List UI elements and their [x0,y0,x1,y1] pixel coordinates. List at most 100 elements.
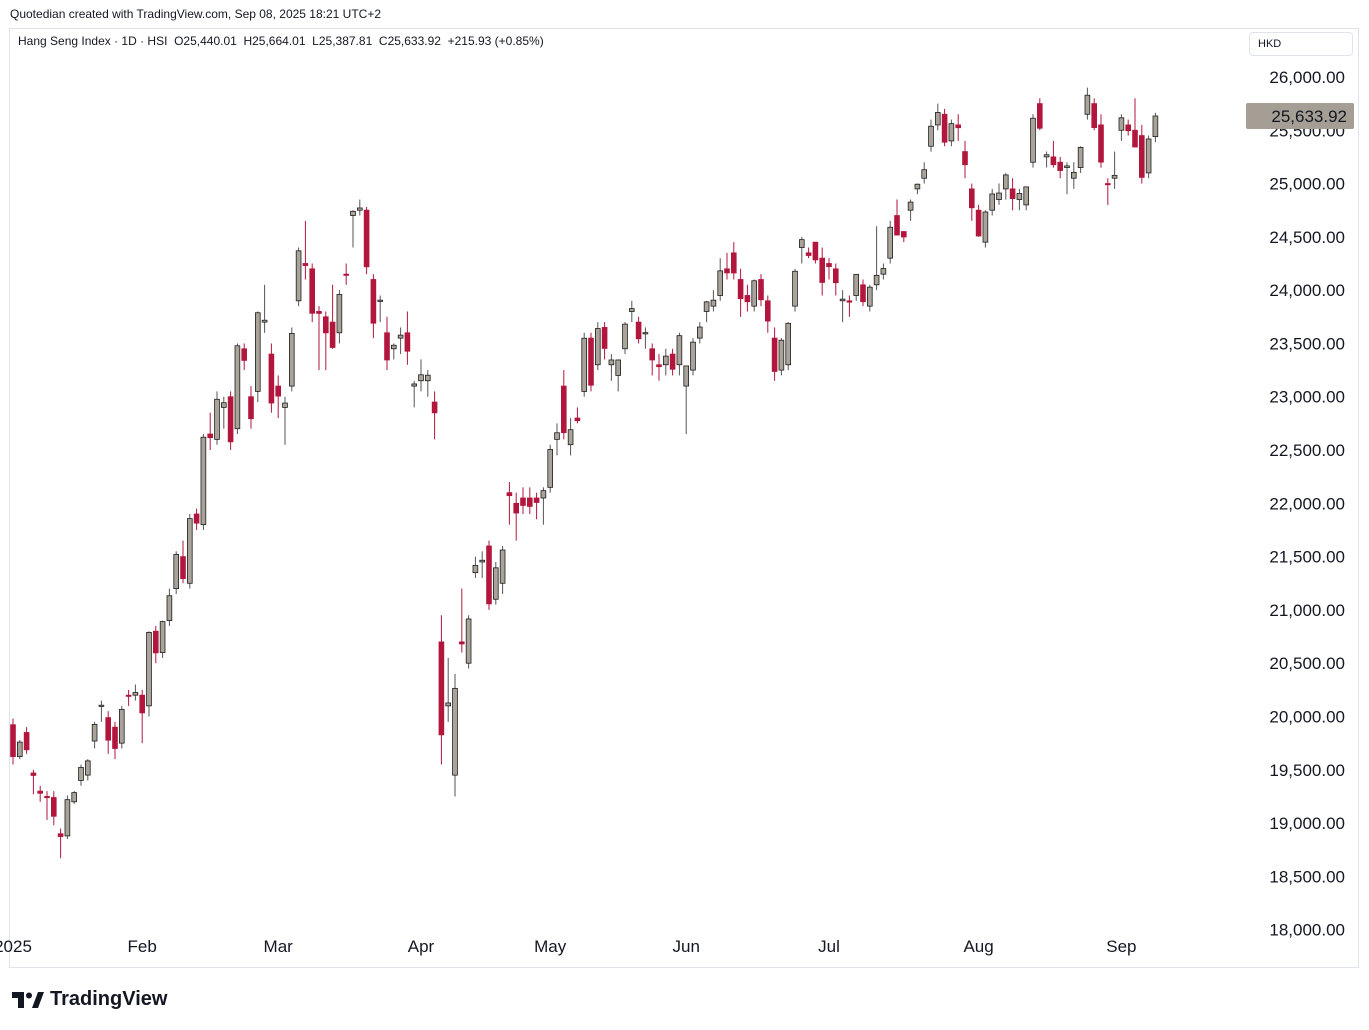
candle-2025-01-09 [44,791,50,820]
candle-body [275,385,281,397]
candle-2025-07-24 [935,103,941,131]
candle-body [1139,135,1145,178]
candle-body [1030,117,1036,163]
candle-body [615,359,621,376]
candle-body [717,270,723,296]
candle-body [1009,188,1016,199]
candle-2025-02-13 [193,508,200,530]
candle-2025-03-06 [295,247,302,307]
candles-layer [10,87,1159,859]
candle-body [295,250,302,302]
candle-2025-01-22 [105,711,112,754]
candle-body [418,374,424,382]
candle-body [520,497,526,506]
candle-body [588,337,594,386]
candle-body [1037,103,1043,129]
candle-2025-03-20 [363,207,370,275]
candle-2025-08-14 [1037,98,1043,131]
price-axis: 18,000.00 18,500.00 19,000.00 19,500.00 20,0… [1269,68,1345,940]
candle-2025-03-24 [377,295,383,323]
candle-body [71,792,78,803]
y-tick-label: 20,500.00 [1269,654,1345,673]
candle-body [16,741,23,757]
candle-2025-07-14 [880,263,887,280]
candle-2025-04-22 [499,545,506,594]
candle-2025-06-26 [805,247,812,259]
candle-body [445,702,451,707]
candle-body [765,300,771,322]
candle-body [1057,161,1064,171]
candle-body [969,188,975,209]
candle-body [1023,186,1029,206]
candle-body [581,337,587,392]
candle-body [119,709,125,744]
candle-2025-01-10 [51,791,57,826]
y-tick-label: 19,500.00 [1269,761,1345,780]
candle-2025-08-19 [1057,156,1064,179]
candle-body [744,295,751,303]
candle-2025-07-30 [962,140,968,179]
candle-2025-06-12 [744,284,751,312]
candle-2025-05-07 [567,418,574,456]
candle-2025-07-02 [826,258,832,280]
candle-2025-09-08 [1152,112,1159,143]
candle-body [826,263,832,267]
candle-body [506,492,513,497]
candle-body [78,767,84,781]
currency-selector[interactable]: HKD [1249,32,1353,56]
candle-2025-02-18 [214,391,220,445]
candle-2025-08-13 [1030,114,1036,168]
candle-2025-06-24 [792,268,798,312]
candle-body [411,383,417,387]
candle-body [982,211,989,243]
candle-2025-02-26 [254,311,261,403]
candle-body [901,231,907,238]
candle-2025-03-31 [411,380,417,408]
candle-2025-01-02 [10,718,16,765]
candle-2025-03-04 [282,396,288,445]
candle-body [1152,115,1159,138]
candle-body [1064,165,1070,168]
candle-2025-04-10 [458,588,465,653]
candle-2025-03-25 [384,316,390,371]
candle-body [1043,154,1050,158]
candle-2025-07-07 [846,295,853,317]
candle-body [44,796,50,799]
last-price-marker: 25,633.92 [1246,102,1354,129]
candle-2025-01-27 [125,689,132,706]
candle-body [166,595,173,621]
candle-2025-08-04 [982,210,989,248]
candle-2025-05-16 [615,359,621,392]
y-tick-label: 18,000.00 [1269,921,1345,940]
candle-body [554,432,560,440]
candle-2025-05-29 [676,332,683,376]
candle-2025-08-25 [1084,87,1091,120]
candle-body [452,687,458,776]
candle-2025-01-20 [91,721,98,749]
candle-body [833,268,839,284]
candle-2025-07-09 [860,279,866,307]
candle-body [989,193,995,211]
candle-2025-03-03 [275,375,281,419]
candle-body [193,513,200,524]
candle-body [839,298,846,302]
candle-body [731,252,737,274]
candle-body [254,312,261,392]
candle-2025-06-23 [785,322,791,371]
candle-body [336,294,343,334]
candle-body [737,279,744,300]
candle-2025-09-01 [1118,114,1125,141]
candle-2025-02-11 [180,540,186,584]
brand-name: TradingView [50,988,168,1010]
last-price-label: 25,633.92 [1271,107,1347,126]
candle-body [180,556,186,579]
candle-2025-03-17 [343,263,349,285]
x-tick-label: Apr [408,937,435,956]
y-tick-label: 18,500.00 [1269,867,1345,886]
candle-body [370,279,377,324]
tradingview-logo[interactable]: TradingView [12,988,167,1011]
candle-body [697,326,703,339]
candle-2025-09-04 [1139,124,1145,184]
candle-2025-08-05 [989,188,995,216]
